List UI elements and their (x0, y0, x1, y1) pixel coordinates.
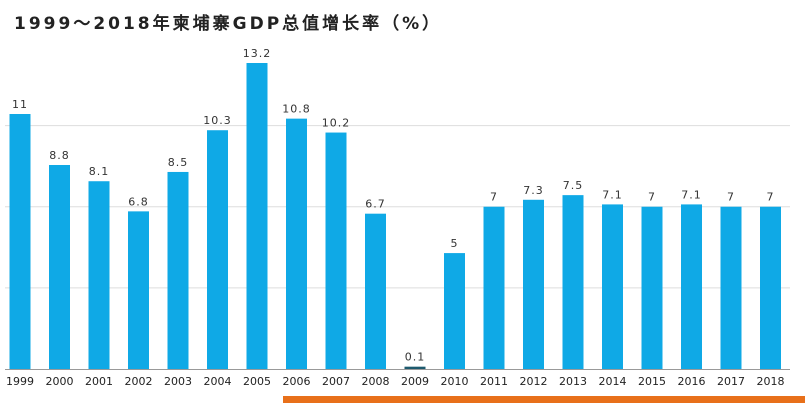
x-tick-label: 2010 (441, 375, 469, 388)
bar (720, 206, 742, 369)
bar (167, 171, 189, 369)
data-label: 13.2 (243, 47, 272, 60)
bar (760, 206, 781, 369)
x-tick-label: 2013 (559, 375, 587, 388)
x-tick-label: 1999 (6, 375, 34, 388)
bar (207, 130, 228, 369)
data-label: 5 (451, 237, 459, 250)
bar (404, 366, 426, 369)
bar (325, 132, 347, 369)
x-tick-label: 2012 (520, 375, 548, 388)
bar (602, 204, 623, 369)
bar (128, 211, 149, 369)
data-label: 7 (490, 191, 498, 204)
bar (483, 206, 505, 369)
data-label: 7 (767, 191, 775, 204)
data-label: 10.8 (282, 103, 311, 116)
chart-title: 1999～2018年柬埔寨GDP总值增长率（%） (14, 14, 443, 34)
bar (562, 195, 584, 369)
x-tick-label: 2002 (125, 375, 153, 388)
bar (246, 63, 268, 369)
bar (523, 199, 544, 369)
x-tick-label: 2007 (322, 375, 350, 388)
data-label: 6.7 (365, 198, 386, 211)
data-label: 7.3 (523, 184, 544, 197)
x-tick-label: 2001 (85, 375, 113, 388)
x-tick-label: 2000 (46, 375, 74, 388)
x-tick-label: 2017 (717, 375, 745, 388)
x-tick-label: 2003 (164, 375, 192, 388)
data-label: 7.1 (602, 188, 623, 201)
data-label: 0.1 (405, 351, 426, 364)
x-tick-label: 2014 (599, 375, 627, 388)
x-tick-label: 2018 (757, 375, 785, 388)
bar (365, 213, 386, 369)
bar (444, 253, 465, 369)
data-label: 7 (727, 191, 735, 204)
x-tick-label: 2005 (243, 375, 271, 388)
data-label: 8.8 (49, 149, 70, 162)
data-label: 7.5 (563, 179, 584, 192)
bar (9, 114, 31, 369)
data-label: 10.3 (203, 114, 232, 127)
data-label: 8.1 (89, 165, 110, 178)
data-label: 7.1 (681, 188, 702, 201)
x-tick-label: 2004 (204, 375, 232, 388)
data-label: 7 (648, 191, 656, 204)
bar (681, 204, 702, 369)
x-tick-label: 2006 (283, 375, 311, 388)
bar (641, 206, 663, 369)
bar (88, 181, 110, 369)
x-tick-label: 2008 (362, 375, 390, 388)
highlight-bar (283, 396, 805, 403)
data-label: 6.8 (128, 195, 149, 208)
x-tick-label: 2015 (638, 375, 666, 388)
bar (286, 118, 307, 370)
data-label: 10.2 (322, 117, 351, 130)
data-label: 11 (12, 98, 28, 111)
x-tick-label: 2016 (678, 375, 706, 388)
bar (49, 165, 70, 369)
x-tick-label: 2009 (401, 375, 429, 388)
data-label: 8.5 (168, 156, 189, 169)
x-tick-label: 2011 (480, 375, 508, 388)
